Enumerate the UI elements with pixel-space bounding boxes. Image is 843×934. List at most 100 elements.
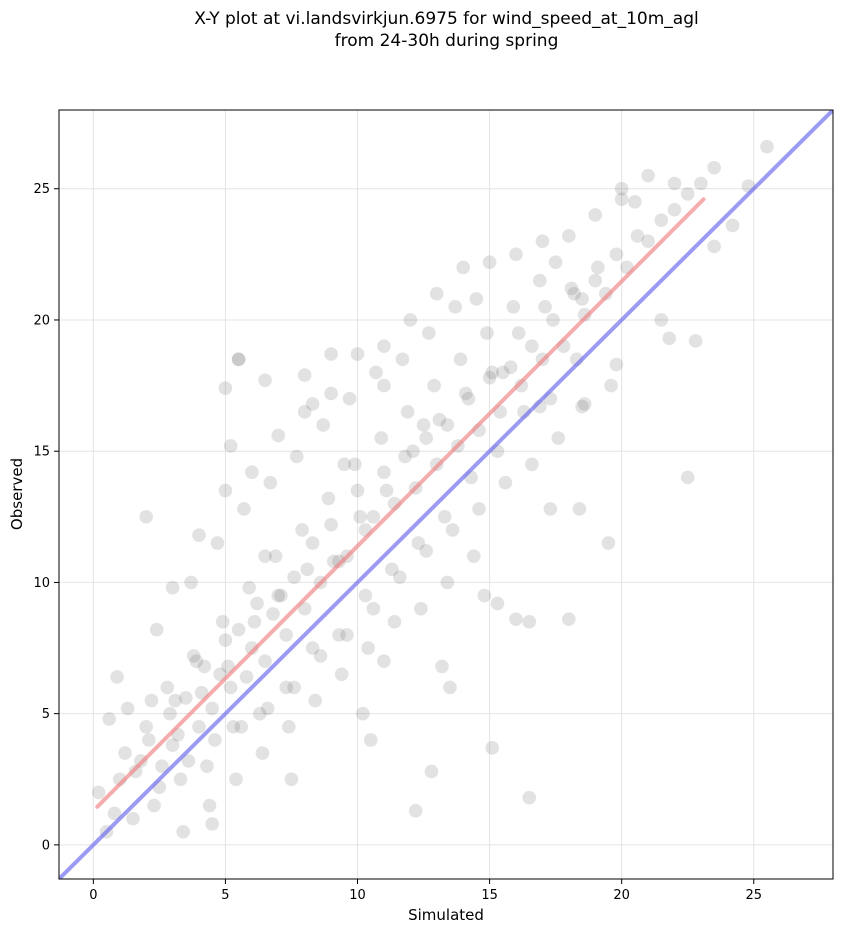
data-point [332,554,346,569]
data-point [440,418,455,432]
data-point [485,740,500,755]
data-point [229,772,243,787]
data-point [482,370,497,385]
data-point [350,483,365,498]
data-point [422,326,436,340]
data-point [295,523,309,537]
data-point [189,654,204,668]
y-tick-label: 25 [33,182,50,197]
data-point [443,680,457,695]
data-point [667,176,682,191]
data-point [459,386,473,401]
data-point [165,738,180,752]
data-point [258,549,272,563]
data-point [485,365,500,380]
data-point [282,719,296,734]
data-point [577,307,592,322]
data-point [223,680,238,695]
data-point [118,746,132,760]
data-point [218,633,233,647]
data-point [271,428,286,443]
data-point [466,549,481,563]
data-point [252,706,267,721]
data-point [271,588,286,603]
data-point [110,670,124,684]
data-point [725,218,740,233]
data-point [324,517,338,532]
data-point [274,588,288,603]
data-point [334,667,349,682]
data-point [662,331,677,346]
data-point [630,229,645,243]
data-point [348,457,362,472]
y-tick-label: 15 [33,445,50,460]
data-point [226,719,241,734]
data-point [546,313,560,327]
data-point [289,449,304,464]
data-point [300,562,315,577]
data-point [654,213,669,228]
data-point [506,300,521,314]
data-point [342,391,357,406]
data-point [355,706,370,721]
data-point [591,260,605,275]
data-point [297,368,312,382]
data-point [279,680,293,695]
data-point [490,596,505,611]
data-point [186,649,201,663]
data-point [599,286,613,301]
data-point [469,292,484,306]
data-point [245,465,259,479]
data-point [374,431,389,445]
data-point [279,628,293,642]
data-point [205,701,220,716]
data-point [414,601,428,616]
data-point [308,693,323,708]
data-point [456,260,470,275]
data-point [400,405,415,419]
data-point [173,772,188,787]
data-point [202,798,217,813]
data-point [694,176,708,191]
data-point [532,273,547,288]
data-point [482,255,497,270]
data-point [525,457,539,472]
x-tick-label: 25 [745,888,762,903]
data-point [184,575,198,590]
data-point [377,378,391,393]
data-point [321,491,336,506]
data-point [268,549,283,563]
data-point [408,803,423,818]
data-point [511,326,526,340]
data-point [437,510,452,524]
data-point [297,601,312,616]
data-point [353,510,367,524]
data-point [432,412,447,427]
data-point [192,719,206,734]
data-point [406,444,420,458]
data-point [572,502,587,516]
data-point [641,234,655,249]
data-point [551,431,566,445]
data-point [416,418,431,432]
data-point [210,536,225,550]
data-point [160,680,175,695]
data-point [453,352,468,367]
reference-lines [59,110,833,879]
data-point [361,641,375,655]
plot-frame [58,109,834,880]
data-point [377,654,391,668]
data-point [427,378,441,393]
data-point [604,378,618,393]
data-point [215,614,230,629]
data-point [548,255,563,270]
data-point [601,536,616,550]
data-point [564,281,579,296]
data-point [91,785,106,800]
data-point [239,670,254,684]
data-point [247,614,262,629]
data-point [178,691,193,705]
data-point [477,588,492,603]
identity-line [59,110,833,879]
data-point [543,502,558,516]
